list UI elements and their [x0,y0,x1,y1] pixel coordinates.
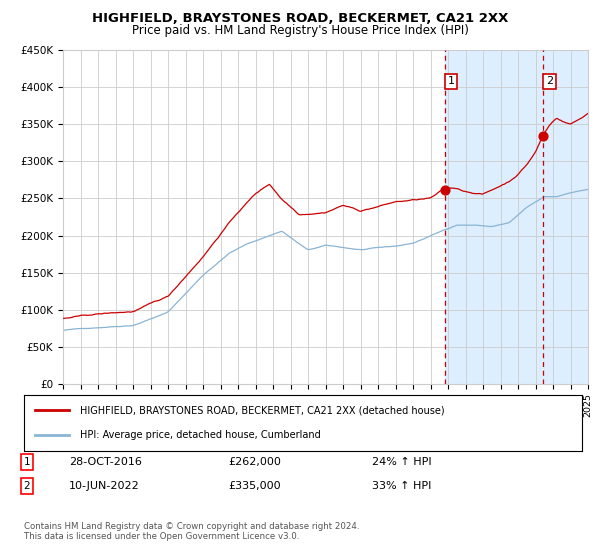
Text: HIGHFIELD, BRAYSTONES ROAD, BECKERMET, CA21 2XX: HIGHFIELD, BRAYSTONES ROAD, BECKERMET, C… [92,12,508,25]
Text: 2: 2 [23,481,31,491]
Text: 2: 2 [546,77,553,86]
Bar [445,50,588,384]
Text: Contains HM Land Registry data © Crown copyright and database right 2024.
This d: Contains HM Land Registry data © Crown c… [24,522,359,542]
Point [440,185,450,194]
Text: £262,000: £262,000 [228,457,281,467]
Point [538,131,548,140]
Text: 24% ↑ HPI: 24% ↑ HPI [372,457,431,467]
Text: 1: 1 [23,457,31,467]
Text: Price paid vs. HM Land Registry's House Price Index (HPI): Price paid vs. HM Land Registry's House … [131,24,469,37]
Text: 28-OCT-2016: 28-OCT-2016 [69,457,142,467]
Text: HIGHFIELD, BRAYSTONES ROAD, BECKERMET, CA21 2XX (detached house): HIGHFIELD, BRAYSTONES ROAD, BECKERMET, C… [80,405,445,416]
Text: £335,000: £335,000 [228,481,281,491]
Text: 10-JUN-2022: 10-JUN-2022 [69,481,140,491]
Text: 1: 1 [448,77,455,86]
Text: HPI: Average price, detached house, Cumberland: HPI: Average price, detached house, Cumb… [80,430,320,440]
Text: 33% ↑ HPI: 33% ↑ HPI [372,481,431,491]
